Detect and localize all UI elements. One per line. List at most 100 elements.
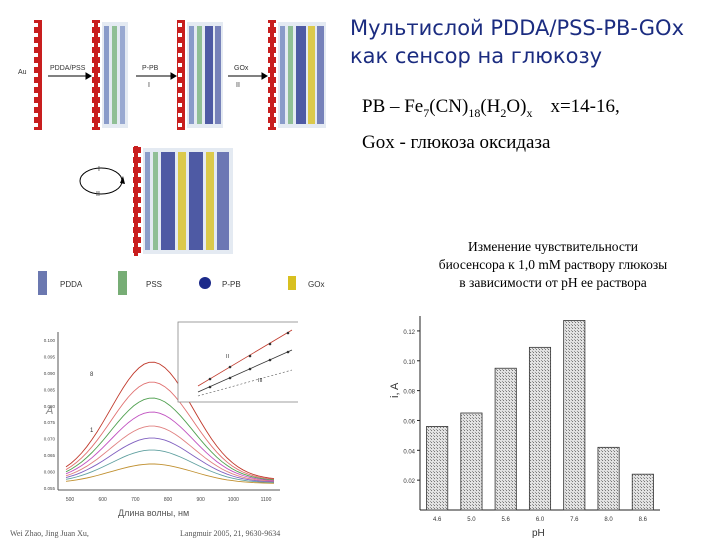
cycle-arrow-head bbox=[120, 176, 125, 184]
ph-bar-chart: i, A pH 0.12 0.10 0.08 0.06 0.04 0.02 4.6 5.0 5… bbox=[389, 316, 660, 538]
bar-ylabel: i, A bbox=[389, 382, 401, 398]
electrode-5 bbox=[133, 146, 141, 256]
spectra-xtick-label: 1100 bbox=[261, 497, 272, 503]
bar-xtick-label: 7.6 bbox=[570, 517, 579, 523]
step-arrow-3-head bbox=[261, 72, 268, 80]
legend-pss-swatch bbox=[118, 271, 127, 295]
spectra-ytick-label: 0.100 bbox=[44, 338, 56, 343]
spectra-ytick-label: 0.090 bbox=[44, 371, 56, 376]
bar-ytick-label: 0.02 bbox=[403, 479, 415, 485]
step-arrow-2-head bbox=[170, 72, 177, 80]
spectra-curve bbox=[65, 381, 275, 480]
electrode-3 bbox=[177, 20, 185, 130]
spectra-curve bbox=[65, 361, 275, 480]
title-line-2: как сенсор на глюкозу bbox=[350, 44, 603, 68]
spectra-curve bbox=[65, 411, 275, 482]
spectra-xlabel: Длина волны, нм bbox=[118, 508, 189, 518]
step-3-label: GOx bbox=[234, 65, 249, 72]
electrode-4 bbox=[268, 20, 276, 130]
bar bbox=[597, 446, 620, 511]
spectra-ytick-label: 0.055 bbox=[44, 486, 56, 491]
spectra-curve-label-bottom: 1 bbox=[90, 428, 94, 434]
multilayer-scheme: Au bbox=[18, 20, 326, 295]
formula-sub-1: 7 bbox=[423, 105, 430, 120]
step-arrow-1-head bbox=[85, 72, 92, 80]
bar bbox=[528, 346, 552, 511]
spectra-curve bbox=[65, 397, 275, 481]
spectra-ytick-label: 0.075 bbox=[44, 420, 56, 425]
legend-ppb-label: P-PB bbox=[222, 280, 241, 289]
layer-cluster-4 bbox=[278, 22, 326, 128]
legend-pdda-swatch bbox=[38, 271, 47, 295]
legend-gox-swatch bbox=[288, 276, 296, 290]
bar-chart-caption: Изменение чувствительности биосенсора к … bbox=[408, 238, 698, 292]
bar-xtick-label: 6.0 bbox=[536, 517, 545, 523]
inset-label-iii: III bbox=[258, 378, 263, 384]
bar bbox=[563, 320, 586, 511]
spectra-xticks: 500 600 700 800 900 1000 1100 bbox=[66, 497, 272, 503]
spectra-ytick-label: 0.070 bbox=[44, 437, 56, 442]
step-1-label: PDDA/PSS bbox=[50, 65, 86, 72]
au-label: Au bbox=[18, 69, 27, 76]
citation-journal: Langmuir 2005, 21, 9630-9634 bbox=[180, 529, 281, 538]
formula-sub-4: x bbox=[526, 105, 533, 120]
bar-xlabel: pH bbox=[532, 528, 545, 538]
inset-label-ii: II bbox=[226, 354, 230, 360]
spectra-ytick-label: 0.085 bbox=[44, 387, 56, 392]
formula-lhs: PB – Fe bbox=[362, 96, 424, 117]
bar-ytick-label: 0.10 bbox=[403, 360, 415, 366]
bar-ytick-label: 0.06 bbox=[403, 419, 415, 425]
prussian-blue-formula: PB – Fe7(CN)18(H2O)x x=14-16, bbox=[362, 96, 620, 121]
cycle-arrow bbox=[79, 167, 123, 195]
bar-xtick-label: 5.6 bbox=[502, 517, 511, 523]
gox-definition: Gox - глюкоза оксидаза bbox=[362, 132, 551, 153]
step-2-roman: I bbox=[148, 82, 150, 89]
legend-pdda-label: PDDA bbox=[60, 280, 83, 289]
layer-cluster-5 bbox=[143, 148, 233, 254]
spectra-ytick-label: 0.095 bbox=[44, 354, 56, 359]
bar-ytick-label: 0.12 bbox=[403, 330, 415, 336]
spectra-plot: A Длина волны, нм 8 1 0.100 0.095 0.090 0.0… bbox=[44, 321, 298, 518]
layer-cluster-2 bbox=[102, 22, 128, 128]
spectra-xtick-label: 700 bbox=[131, 497, 140, 503]
spectra-curve-label-top: 8 bbox=[90, 372, 94, 378]
bar-ytick-label: 0.08 bbox=[403, 390, 415, 396]
title-line-1: Мультислой PDDA/PSS-PB-GOx bbox=[350, 16, 684, 40]
spectra-yticks: 0.100 0.095 0.090 0.085 0.080 0.075 0.070 0.065… bbox=[44, 338, 56, 491]
legend-ppb-swatch bbox=[199, 277, 211, 289]
bar-yticks: 0.12 0.10 0.08 0.06 0.04 0.02 bbox=[403, 330, 420, 485]
bar bbox=[631, 473, 654, 511]
spectra-curves bbox=[65, 361, 275, 484]
spectra-curve bbox=[65, 425, 275, 482]
scheme-legend: PDDA PSS P-PB GOx bbox=[38, 271, 324, 295]
bar-bars bbox=[426, 320, 654, 511]
caption-line-1: Изменение чувствительности bbox=[468, 239, 638, 254]
spectra-curve bbox=[65, 449, 275, 484]
formula-rhs: x=14-16, bbox=[550, 96, 620, 117]
spectra-ytick-label: 0.080 bbox=[44, 404, 56, 409]
legend-gox-label: GOx bbox=[308, 280, 324, 289]
spectra-curve bbox=[65, 463, 275, 484]
formula-mid-2: (H bbox=[480, 96, 501, 117]
bar bbox=[426, 426, 449, 511]
layer-cluster-3 bbox=[187, 22, 223, 128]
bar-xtick-label: 8.0 bbox=[604, 517, 613, 523]
cycle-bottom-label: II bbox=[96, 191, 100, 198]
bar-xticks: 4.6 5.0 5.6 6.0 7.6 8.0 8.6 bbox=[433, 517, 648, 523]
formula-sub-3: 2 bbox=[500, 105, 507, 120]
step-3-roman: II bbox=[236, 82, 240, 89]
spectra-xtick-label: 900 bbox=[196, 497, 205, 503]
spectra-ylabel: A bbox=[45, 405, 53, 417]
spectra-ytick-label: 0.065 bbox=[44, 453, 56, 458]
bar-xtick-label: 5.0 bbox=[467, 517, 476, 523]
spectra-inset: II III bbox=[177, 321, 298, 403]
caption-line-2: биосенсора к 1,0 mM раствору глюкозы bbox=[438, 257, 668, 272]
caption-line-3: в зависимости от pH ее раствора bbox=[459, 275, 647, 290]
spectra-xtick-label: 800 bbox=[164, 497, 173, 503]
bar-xtick-label: 4.6 bbox=[433, 517, 442, 523]
bar-xtick-label: 8.6 bbox=[639, 517, 648, 523]
slide-title: Мультислой PDDA/PSS-PB-GOx как сенсор на… bbox=[350, 14, 710, 70]
bar-ytick-label: 0.04 bbox=[403, 449, 415, 455]
citation-authors: Wei Zhao, Jing Juan Xu, bbox=[10, 529, 89, 538]
formula-sub-2: 18 bbox=[468, 105, 481, 120]
